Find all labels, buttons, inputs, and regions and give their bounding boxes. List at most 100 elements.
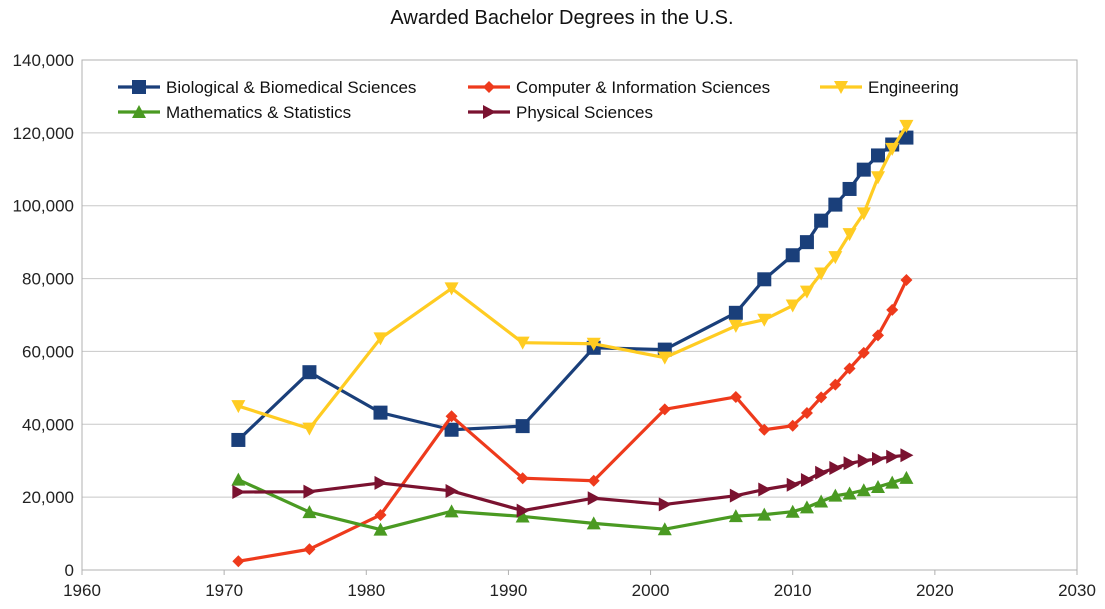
data-point-engineering xyxy=(785,299,800,313)
y-tick-label: 40,000 xyxy=(22,415,74,434)
y-tick-label: 100,000 xyxy=(13,197,74,216)
data-point-physical-sciences xyxy=(729,488,743,503)
x-tick-label: 1980 xyxy=(347,581,385,600)
data-point-engineering xyxy=(373,332,388,346)
legend-label: Computer & Information Sciences xyxy=(516,78,770,97)
data-point-computer-and-information-sciences xyxy=(900,274,913,287)
data-point-engineering xyxy=(657,351,672,365)
data-point-computer-and-information-sciences xyxy=(786,419,799,432)
legend-swatch-marker xyxy=(483,81,495,93)
data-point-physical-sciences xyxy=(587,491,601,506)
y-tick-label: 20,000 xyxy=(22,488,74,507)
data-point-physical-sciences xyxy=(303,484,317,499)
data-point-engineering xyxy=(814,267,829,281)
data-point-biological-and-biomedical-sciences xyxy=(785,248,800,263)
data-point-mathematics-and-statistics xyxy=(871,479,885,493)
data-point-biological-and-biomedical-sciences xyxy=(757,272,772,287)
data-point-computer-and-information-sciences xyxy=(374,508,387,521)
data-point-mathematics-and-statistics xyxy=(856,483,871,497)
data-point-computer-and-information-sciences xyxy=(445,410,458,423)
data-point-physical-sciences xyxy=(886,449,900,464)
data-point-computer-and-information-sciences xyxy=(843,362,856,375)
data-point-physical-sciences xyxy=(658,497,672,512)
data-point-physical-sciences xyxy=(829,461,843,475)
data-point-physical-sciences xyxy=(758,482,772,497)
data-point-mathematics-and-statistics xyxy=(373,522,388,536)
legend-label: Biological & Biomedical Sciences xyxy=(166,78,416,97)
data-point-engineering xyxy=(302,422,317,436)
data-point-mathematics-and-statistics xyxy=(757,507,772,521)
data-point-computer-and-information-sciences xyxy=(587,474,600,487)
data-point-computer-and-information-sciences xyxy=(516,472,529,485)
data-point-mathematics-and-statistics xyxy=(899,470,914,484)
x-tick-label: 1970 xyxy=(205,581,243,600)
data-point-engineering xyxy=(842,228,857,242)
data-point-biological-and-biomedical-sciences xyxy=(302,365,317,380)
data-point-engineering xyxy=(828,251,843,265)
data-point-engineering xyxy=(586,337,601,351)
legend-swatch-marker xyxy=(132,80,146,94)
data-point-mathematics-and-statistics xyxy=(814,494,829,508)
plot-frame xyxy=(81,59,1078,571)
data-point-engineering xyxy=(799,285,814,299)
legend-label: Mathematics & Statistics xyxy=(166,103,351,122)
data-point-mathematics-and-statistics xyxy=(842,486,857,500)
data-point-engineering xyxy=(856,207,871,221)
data-point-engineering xyxy=(899,119,914,133)
legend-swatch-marker xyxy=(132,105,146,118)
legend-label: Engineering xyxy=(868,78,959,97)
data-point-engineering xyxy=(871,171,885,185)
data-point-biological-and-biomedical-sciences xyxy=(842,181,857,196)
series-line-engineering xyxy=(237,125,908,431)
data-point-biological-and-biomedical-sciences xyxy=(799,235,814,250)
series-computer-and-information-sciences xyxy=(232,274,913,568)
data-point-computer-and-information-sciences xyxy=(800,406,813,419)
legend-swatch-marker xyxy=(483,105,496,119)
data-point-computer-and-information-sciences xyxy=(886,303,899,316)
data-point-mathematics-and-statistics xyxy=(728,509,743,523)
legend-item-mathematics-and-statistics: Mathematics & Statistics xyxy=(118,103,351,122)
data-point-engineering xyxy=(757,313,772,327)
data-point-biological-and-biomedical-sciences xyxy=(814,213,829,228)
x-tick-label: 1960 xyxy=(63,581,101,600)
legend-swatch-marker xyxy=(834,81,848,94)
x-tick-label: 2020 xyxy=(916,581,954,600)
data-point-mathematics-and-statistics xyxy=(586,516,601,530)
x-tick-label: 2000 xyxy=(632,581,670,600)
gridlines xyxy=(82,59,1077,571)
data-point-physical-sciences xyxy=(445,483,459,498)
data-point-engineering xyxy=(231,400,246,414)
data-point-biological-and-biomedical-sciences xyxy=(515,419,530,434)
data-point-computer-and-information-sciences xyxy=(815,391,828,404)
legend-item-engineering: Engineering xyxy=(820,78,959,97)
data-point-physical-sciences xyxy=(232,485,246,500)
y-tick-label: 80,000 xyxy=(22,270,74,289)
data-point-physical-sciences xyxy=(857,453,871,468)
x-tick-label: 2030 xyxy=(1058,581,1096,600)
y-tick-label: 0 xyxy=(65,561,74,580)
data-point-biological-and-biomedical-sciences xyxy=(828,197,843,212)
data-point-physical-sciences xyxy=(900,448,914,463)
data-point-computer-and-information-sciences xyxy=(872,329,884,342)
series-engineering xyxy=(231,119,914,436)
data-point-physical-sciences xyxy=(872,451,885,466)
data-point-computer-and-information-sciences xyxy=(829,378,842,391)
series-mathematics-and-statistics xyxy=(231,470,914,536)
data-point-engineering xyxy=(728,319,743,333)
data-point-mathematics-and-statistics xyxy=(785,504,800,518)
data-point-mathematics-and-statistics xyxy=(885,475,900,489)
data-point-mathematics-and-statistics xyxy=(799,500,814,514)
y-tick-label: 60,000 xyxy=(22,342,74,361)
legend-item-computer-and-information-sciences: Computer & Information Sciences xyxy=(468,78,770,97)
data-point-biological-and-biomedical-sciences xyxy=(373,405,388,420)
data-point-biological-and-biomedical-sciences xyxy=(728,305,743,320)
y-tick-label: 120,000 xyxy=(13,124,74,143)
data-point-biological-and-biomedical-sciences xyxy=(444,422,459,437)
data-point-engineering xyxy=(885,142,900,156)
data-point-computer-and-information-sciences xyxy=(729,390,742,403)
series-biological-and-biomedical-sciences xyxy=(231,130,914,447)
data-point-engineering xyxy=(444,282,459,296)
data-point-computer-and-information-sciences xyxy=(232,555,245,568)
data-point-biological-and-biomedical-sciences xyxy=(856,162,871,177)
